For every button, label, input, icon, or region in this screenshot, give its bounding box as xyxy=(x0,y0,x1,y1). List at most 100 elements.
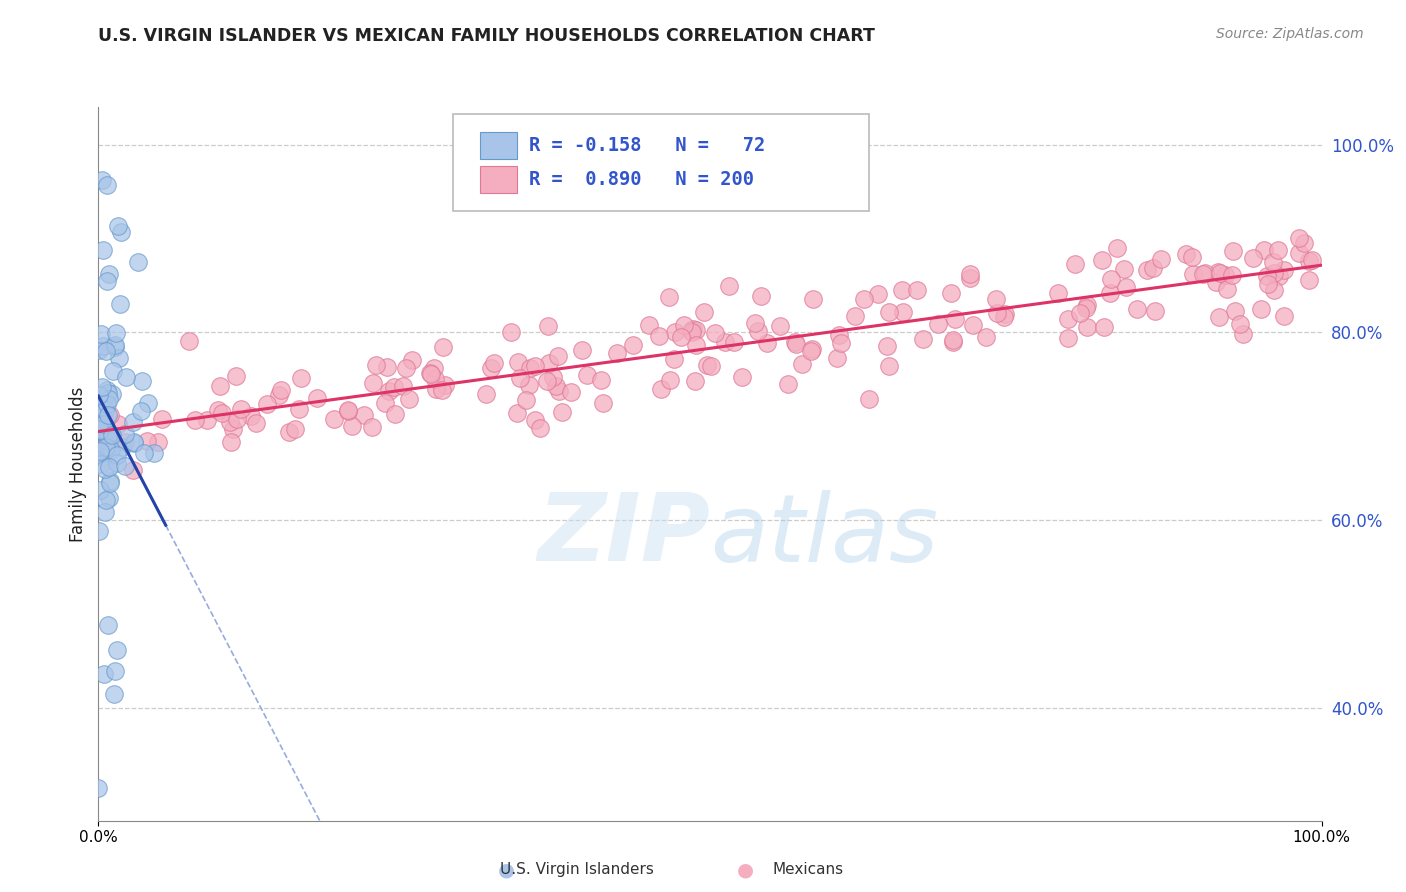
Point xyxy=(96,429,118,443)
Point xyxy=(222,422,245,436)
Point xyxy=(93,667,115,681)
Point xyxy=(288,401,311,416)
Point xyxy=(135,434,157,449)
Point xyxy=(1205,275,1227,289)
Point xyxy=(509,370,531,384)
Point xyxy=(207,403,229,417)
Point xyxy=(111,440,134,454)
Point xyxy=(107,351,129,365)
Point xyxy=(225,412,247,426)
Text: R =  0.890   N = 200: R = 0.890 N = 200 xyxy=(529,169,754,188)
Point xyxy=(96,178,118,192)
Point xyxy=(89,423,111,437)
Point xyxy=(1223,303,1246,318)
Point xyxy=(876,339,898,353)
Point xyxy=(105,456,128,470)
Point xyxy=(425,382,447,396)
Point xyxy=(890,283,912,297)
Point xyxy=(103,364,125,378)
Point xyxy=(942,335,965,350)
Point xyxy=(1194,266,1216,280)
Point xyxy=(1288,246,1310,260)
Point xyxy=(98,392,121,406)
Point xyxy=(1142,261,1164,276)
Point xyxy=(1107,241,1129,255)
Point xyxy=(506,355,529,369)
Point xyxy=(96,274,118,288)
Point xyxy=(658,290,681,304)
Point xyxy=(93,339,115,353)
Point xyxy=(959,267,981,281)
Point xyxy=(1241,252,1264,266)
Point xyxy=(98,460,121,475)
Point xyxy=(723,335,745,350)
Point xyxy=(1057,331,1080,345)
Point xyxy=(195,413,218,427)
Point xyxy=(683,374,706,388)
Point xyxy=(100,428,122,442)
Point xyxy=(769,318,792,333)
Point xyxy=(94,505,117,519)
Point xyxy=(664,352,686,367)
Point xyxy=(107,417,129,432)
Point xyxy=(340,418,363,433)
Point xyxy=(1074,301,1097,316)
Point xyxy=(104,340,127,354)
Point xyxy=(672,318,695,332)
Point xyxy=(146,435,169,450)
Point xyxy=(538,356,561,370)
Point xyxy=(219,415,242,429)
Point xyxy=(1250,301,1272,316)
Point xyxy=(1267,268,1289,283)
Point xyxy=(717,279,740,293)
Point xyxy=(475,386,498,401)
Point xyxy=(905,283,928,297)
Point xyxy=(89,444,111,458)
Point xyxy=(1206,265,1229,279)
Point xyxy=(1267,243,1289,257)
Point xyxy=(962,318,984,332)
Point xyxy=(693,305,716,319)
Point xyxy=(927,317,949,331)
Point xyxy=(993,308,1015,322)
Point xyxy=(89,483,111,497)
Point xyxy=(650,382,672,396)
Point xyxy=(1076,298,1098,312)
Point xyxy=(97,385,120,400)
Text: R = -0.158   N =   72: R = -0.158 N = 72 xyxy=(529,136,765,155)
Point xyxy=(506,407,529,421)
Point xyxy=(127,254,149,268)
Point xyxy=(576,368,599,382)
Point xyxy=(96,343,118,358)
Point xyxy=(1298,254,1320,268)
Point xyxy=(571,343,593,358)
Point xyxy=(307,392,329,406)
Point xyxy=(993,310,1015,324)
Point xyxy=(519,361,541,376)
Point xyxy=(93,417,115,431)
Point xyxy=(547,349,569,363)
Point xyxy=(90,327,112,342)
Point xyxy=(1215,268,1237,282)
Point xyxy=(1150,252,1173,266)
Point xyxy=(108,296,131,310)
Point xyxy=(211,406,233,420)
Point xyxy=(107,219,129,234)
Point xyxy=(501,326,523,340)
Point xyxy=(96,383,118,397)
Point xyxy=(115,369,138,384)
Point xyxy=(877,305,900,319)
Point xyxy=(401,353,423,368)
Point xyxy=(97,267,120,281)
Point xyxy=(391,379,413,393)
Point xyxy=(637,318,659,333)
Point xyxy=(755,336,778,351)
Point xyxy=(1076,320,1098,334)
Point xyxy=(98,474,121,488)
Point xyxy=(1191,267,1213,281)
Point xyxy=(101,387,124,401)
Point xyxy=(110,225,132,239)
Point xyxy=(1099,271,1122,285)
FancyBboxPatch shape xyxy=(479,166,517,193)
Point xyxy=(853,293,876,307)
